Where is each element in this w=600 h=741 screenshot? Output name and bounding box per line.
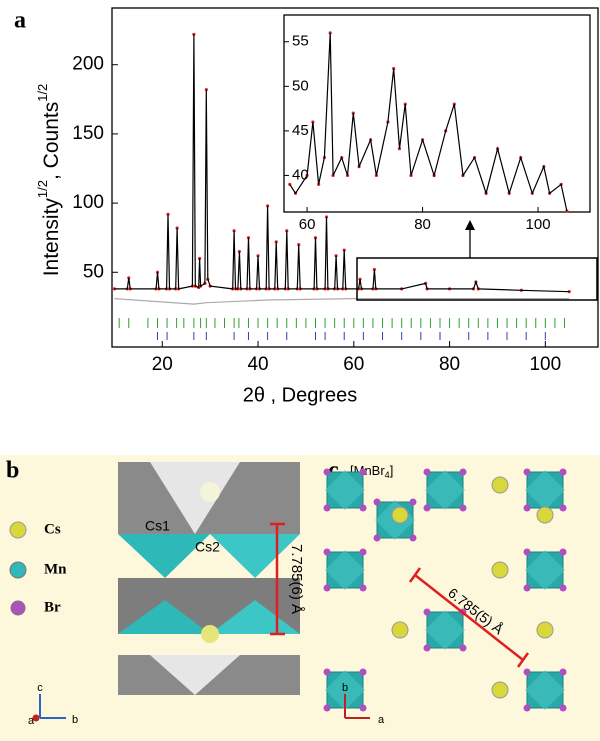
inset-y-tick-label: 50 bbox=[292, 77, 309, 94]
legend-label: Br bbox=[44, 599, 61, 615]
inset-y-tick-label: 55 bbox=[292, 33, 309, 50]
br-atom bbox=[524, 549, 531, 556]
br-atom bbox=[324, 705, 331, 712]
br-atom bbox=[324, 505, 331, 512]
y-label-sup: 1/2 bbox=[35, 84, 50, 102]
x-axis-label: 2θ , Degrees bbox=[243, 384, 358, 406]
legend-label: Cs bbox=[44, 521, 61, 537]
distance-label: 7.785(6) Å bbox=[288, 544, 305, 614]
br-atom bbox=[410, 535, 417, 542]
br-atom bbox=[410, 499, 417, 506]
br-atom bbox=[424, 609, 431, 616]
axis-label: a bbox=[378, 714, 385, 726]
y-tick-label: 100 bbox=[72, 192, 104, 213]
br-atom bbox=[560, 669, 567, 676]
inset-y-tick-label: 45 bbox=[292, 122, 309, 139]
y-label-part: Intensity bbox=[40, 198, 63, 277]
figure: a 2θ , Degrees Intensity1/2, Counts1/2 b… bbox=[0, 0, 600, 741]
br-atom bbox=[324, 669, 331, 676]
cs-atom bbox=[537, 507, 553, 523]
y-tick-label: 150 bbox=[72, 123, 104, 144]
cs-atom bbox=[492, 682, 508, 698]
br-atom bbox=[360, 469, 367, 476]
br-atom bbox=[560, 505, 567, 512]
br-atom bbox=[360, 549, 367, 556]
cs-atom bbox=[492, 477, 508, 493]
y-label-sup: 1/2 bbox=[35, 180, 50, 198]
br-atom bbox=[560, 705, 567, 712]
mn-atom bbox=[10, 562, 26, 578]
cs-atom bbox=[201, 625, 219, 643]
panel-label: b bbox=[6, 458, 19, 484]
cs-atom bbox=[392, 622, 408, 638]
br-atom bbox=[524, 705, 531, 712]
axis-label: a bbox=[28, 715, 35, 727]
br-atom bbox=[460, 645, 467, 652]
br-atom bbox=[524, 669, 531, 676]
cs-atom bbox=[537, 622, 553, 638]
panel-label: a bbox=[14, 8, 26, 34]
legend-label: Mn bbox=[44, 561, 67, 577]
arrow-head bbox=[465, 220, 475, 230]
br-atom bbox=[460, 505, 467, 512]
site-label: Cs2 bbox=[195, 539, 220, 555]
y-tick-label: 200 bbox=[72, 54, 104, 75]
inset-line bbox=[290, 33, 567, 211]
br-atom bbox=[360, 705, 367, 712]
br-atom bbox=[11, 601, 25, 615]
y-axis-label: Intensity1/2, Counts1/2 bbox=[35, 84, 62, 277]
y-label-part: , Counts bbox=[40, 102, 63, 180]
y-tick-label: 50 bbox=[83, 261, 104, 282]
br-atom bbox=[324, 549, 331, 556]
br-atom bbox=[324, 469, 331, 476]
br-atom bbox=[560, 469, 567, 476]
inset-x-tick-label: 60 bbox=[299, 216, 316, 233]
x-tick-label: 20 bbox=[152, 354, 173, 375]
br-atom bbox=[374, 499, 381, 506]
x-tick-label: 100 bbox=[529, 354, 561, 375]
br-atom bbox=[360, 505, 367, 512]
br-atom bbox=[424, 469, 431, 476]
x-tick-label: 60 bbox=[343, 354, 364, 375]
axis-label: b bbox=[72, 714, 78, 726]
br-atom bbox=[424, 505, 431, 512]
br-atom bbox=[324, 585, 331, 592]
br-atom bbox=[560, 585, 567, 592]
site-label: Cs1 bbox=[145, 518, 170, 534]
inset-x-tick-label: 80 bbox=[414, 216, 431, 233]
cs-atom bbox=[392, 507, 408, 523]
br-atom bbox=[374, 535, 381, 542]
br-atom bbox=[360, 669, 367, 676]
axis-label: b bbox=[342, 682, 348, 694]
x-tick-label: 80 bbox=[439, 354, 460, 375]
x-tick-label: 40 bbox=[247, 354, 268, 375]
cs-atom bbox=[10, 522, 26, 538]
plot-frame bbox=[112, 8, 598, 347]
axis-label: c bbox=[37, 682, 43, 694]
br-atom bbox=[524, 505, 531, 512]
inset-x-tick-label: 100 bbox=[526, 216, 551, 233]
br-atom bbox=[460, 469, 467, 476]
cs-atom bbox=[200, 482, 220, 502]
unit-part: ] bbox=[390, 463, 394, 478]
br-atom bbox=[424, 645, 431, 652]
br-atom bbox=[524, 469, 531, 476]
zoom-box bbox=[357, 258, 597, 300]
br-atom bbox=[360, 585, 367, 592]
br-atom bbox=[560, 549, 567, 556]
br-atom bbox=[524, 585, 531, 592]
cs-atom bbox=[492, 562, 508, 578]
